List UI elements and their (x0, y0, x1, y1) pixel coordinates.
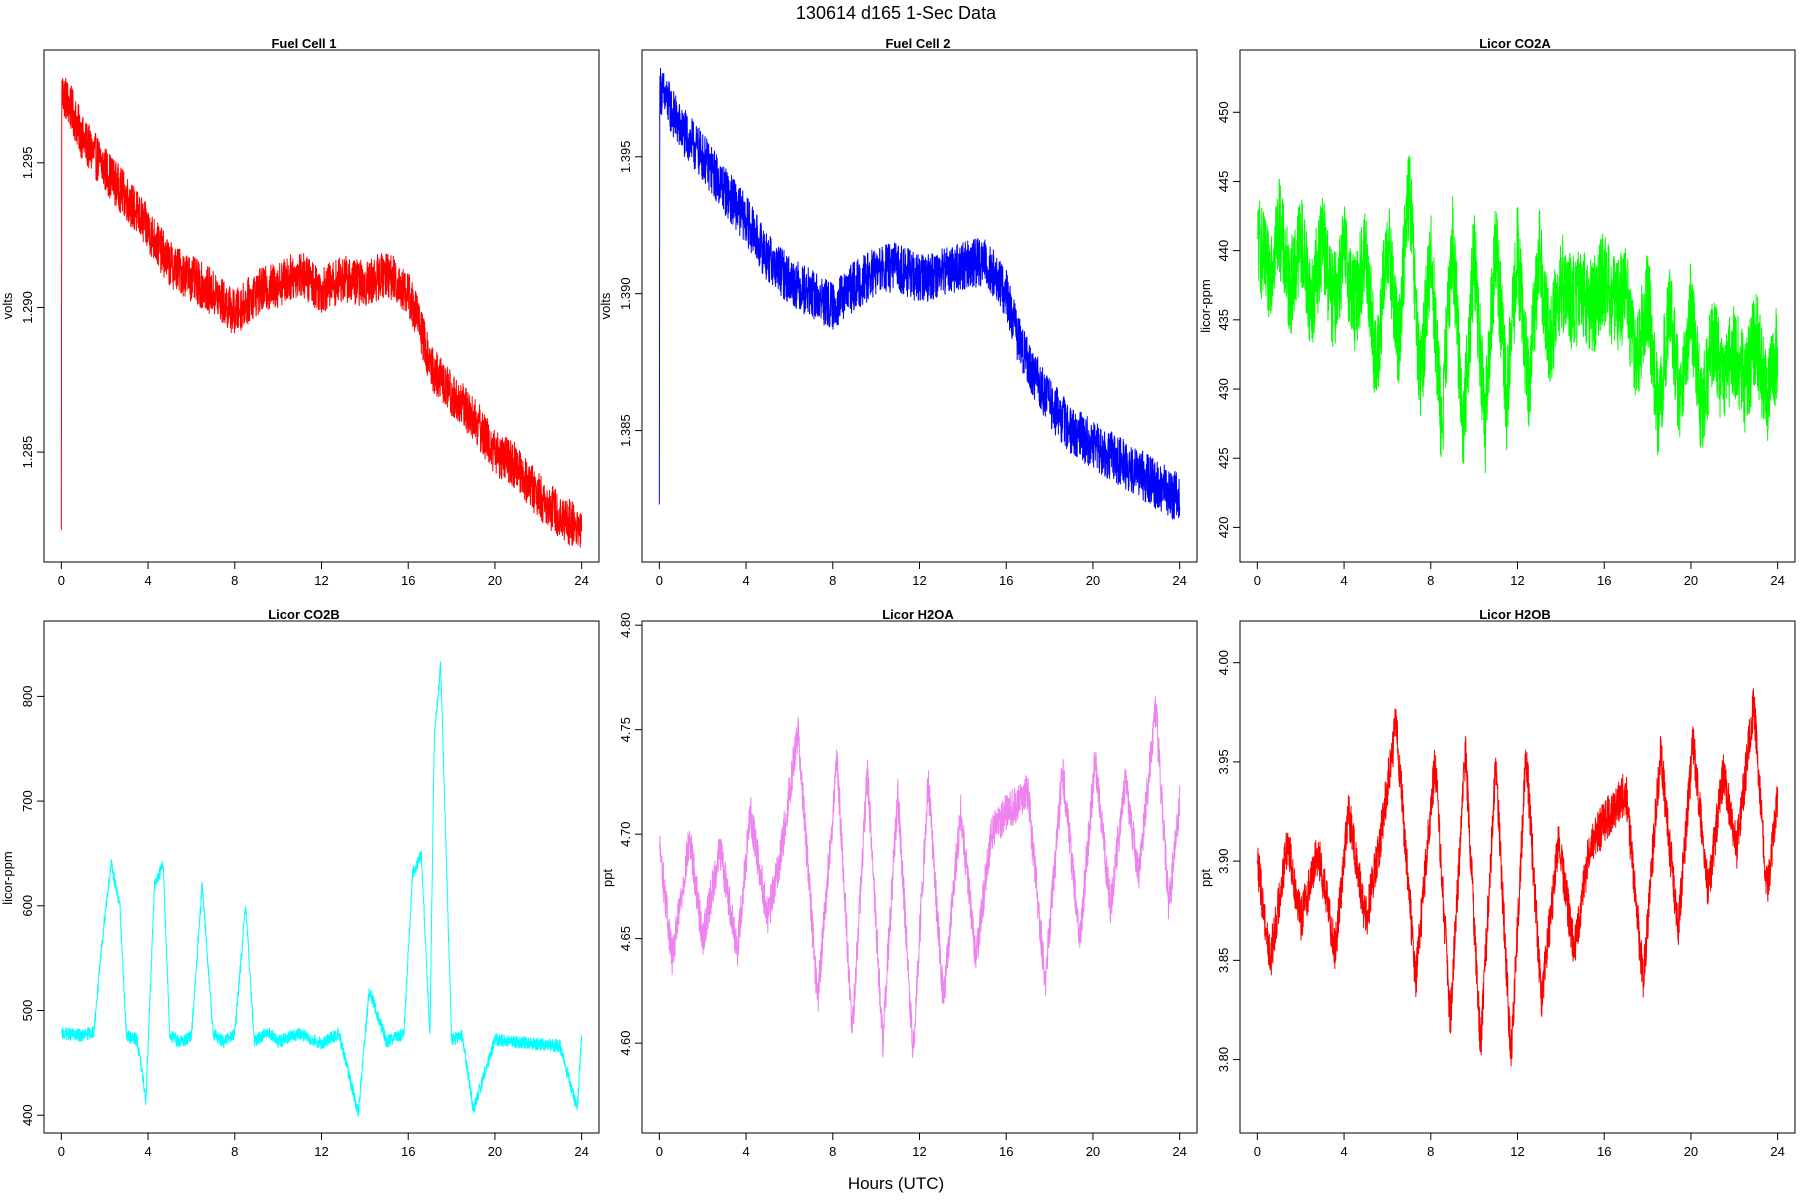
panel-title-licor-co2a: Licor CO2A (1479, 36, 1551, 51)
panel-licor-h2ob: Licor H2OB ppt 0 4 8 12 16 20 24 3.80 3.85 3.90 3.… (1198, 607, 1796, 1159)
ylabel-licor-h2ob: ppt (1198, 869, 1213, 887)
x-tick-label-licor-co2a-0: 0 (1254, 573, 1261, 588)
x-tick-label-licor-co2b-4: 4 (144, 1144, 151, 1159)
y-tick-label-licor-h2oa-3: 4.75 (618, 717, 633, 742)
x-tick-label-fuel-cell-1-16: 16 (401, 573, 415, 588)
figure-title: 130614 d165 1-Sec Data (796, 3, 997, 23)
plot-frame-fuel-cell-2 (641, 49, 1198, 563)
x-tick-label-licor-h2ob-0: 0 (1254, 1144, 1261, 1159)
series-line-fuel-cell-2 (658, 67, 1181, 520)
panel-title-licor-h2ob: Licor H2OB (1479, 607, 1551, 622)
x-tick-label-licor-h2oa-8: 8 (829, 1144, 836, 1159)
y-tick-label-licor-co2b-2: 600 (20, 895, 35, 917)
y-tick-label-licor-h2ob-0: 3.80 (1216, 1047, 1231, 1072)
panel-title-licor-h2oa: Licor H2OA (882, 607, 954, 622)
x-tick-label-licor-h2ob-16: 16 (1597, 1144, 1611, 1159)
y-tick-label-licor-co2a-1: 425 (1216, 447, 1231, 469)
ylabel-fuel-cell-2: volts (598, 292, 613, 319)
x-tick-label-licor-h2ob-8: 8 (1427, 1144, 1434, 1159)
x-tick-label-licor-co2a-8: 8 (1427, 573, 1434, 588)
y-tick-label-licor-h2ob-2: 3.90 (1216, 848, 1231, 873)
x-tick-label-fuel-cell-2-8: 8 (829, 573, 836, 588)
y-tick-label-licor-co2a-4: 440 (1216, 240, 1231, 262)
x-tick-label-licor-co2a-12: 12 (1510, 573, 1524, 588)
x-tick-label-licor-h2oa-12: 12 (912, 1144, 926, 1159)
y-tick-label-licor-h2oa-4: 4.80 (618, 613, 633, 638)
x-tick-label-fuel-cell-2-4: 4 (742, 573, 749, 588)
series-line-licor-h2ob (1256, 688, 1779, 1067)
x-tick-label-licor-co2b-16: 16 (401, 1144, 415, 1159)
y-tick-label-licor-co2b-4: 800 (20, 686, 35, 708)
y-tick-label-licor-co2a-2: 430 (1216, 378, 1231, 400)
x-tick-label-fuel-cell-1-8: 8 (231, 573, 238, 588)
panel-title-fuel-cell-2: Fuel Cell 2 (885, 36, 950, 51)
y-tick-label-licor-co2a-3: 435 (1216, 309, 1231, 331)
x-tick-label-licor-co2b-8: 8 (231, 1144, 238, 1159)
y-tick-label-fuel-cell-2-2: 1.395 (618, 141, 633, 174)
x-tick-label-licor-h2ob-4: 4 (1340, 1144, 1347, 1159)
x-tick-label-licor-h2ob-12: 12 (1510, 1144, 1524, 1159)
panel-licor-co2b: Licor CO2B licor-ppm 0 4 8 12 16 20 24 400 500 60… (0, 607, 600, 1159)
y-tick-label-licor-co2a-6: 450 (1216, 101, 1231, 123)
x-tick-label-licor-co2a-20: 20 (1684, 573, 1698, 588)
y-tick-label-licor-co2a-5: 445 (1216, 171, 1231, 193)
y-tick-label-fuel-cell-1-1: 1.290 (20, 291, 35, 324)
y-tick-label-fuel-cell-2-1: 1.390 (618, 277, 633, 310)
y-tick-label-licor-co2a-0: 420 (1216, 517, 1231, 539)
x-tick-label-licor-co2a-24: 24 (1770, 573, 1784, 588)
x-tick-label-licor-h2ob-20: 20 (1684, 1144, 1698, 1159)
y-tick-label-licor-h2oa-0: 4.60 (618, 1030, 633, 1055)
x-tick-label-licor-co2b-24: 24 (574, 1144, 588, 1159)
series-line-licor-co2a (1256, 155, 1779, 474)
y-tick-label-licor-co2b-0: 400 (20, 1104, 35, 1126)
x-tick-label-licor-h2oa-4: 4 (742, 1144, 749, 1159)
panel-title-licor-co2b: Licor CO2B (268, 607, 340, 622)
x-tick-label-fuel-cell-2-12: 12 (912, 573, 926, 588)
x-tick-label-fuel-cell-1-12: 12 (314, 573, 328, 588)
y-tick-label-licor-h2ob-1: 3.85 (1216, 948, 1231, 973)
y-tick-label-licor-co2b-3: 700 (20, 790, 35, 812)
x-tick-label-licor-co2b-12: 12 (314, 1144, 328, 1159)
panel-fuel-cell-1: Fuel Cell 1 volts 0 4 8 12 16 20 24 1.285 1.290 1… (0, 36, 600, 588)
figure-xlabel: Hours (UTC) (848, 1174, 944, 1193)
y-tick-label-fuel-cell-1-0: 1.285 (20, 436, 35, 469)
y-tick-label-licor-h2ob-3: 3.95 (1216, 749, 1231, 774)
x-tick-label-fuel-cell-2-16: 16 (999, 573, 1013, 588)
panel-title-fuel-cell-1: Fuel Cell 1 (271, 36, 336, 51)
x-tick-label-fuel-cell-2-24: 24 (1172, 573, 1186, 588)
panel-licor-co2a: Licor CO2A licor-ppm 0 4 8 12 16 20 24 420 425 43… (1198, 36, 1796, 588)
x-tick-label-fuel-cell-2-20: 20 (1086, 573, 1100, 588)
y-tick-label-fuel-cell-1-2: 1.295 (20, 147, 35, 180)
x-tick-label-fuel-cell-1-20: 20 (488, 573, 502, 588)
y-tick-label-licor-co2b-1: 500 (20, 1000, 35, 1022)
ylabel-licor-co2a: licor-ppm (1198, 279, 1213, 332)
x-tick-label-licor-h2oa-0: 0 (656, 1144, 663, 1159)
x-tick-label-licor-h2ob-24: 24 (1770, 1144, 1784, 1159)
series-line-licor-h2oa (658, 696, 1181, 1058)
x-tick-label-licor-h2oa-24: 24 (1172, 1144, 1186, 1159)
x-tick-label-licor-co2a-4: 4 (1340, 573, 1347, 588)
series-line-fuel-cell-1 (60, 77, 583, 548)
y-tick-label-fuel-cell-2-0: 1.385 (618, 414, 633, 447)
ylabel-fuel-cell-1: volts (0, 292, 15, 319)
panel-fuel-cell-2: Fuel Cell 2 volts 0 4 8 12 16 20 24 1.385 1.390 1… (598, 36, 1198, 588)
x-tick-label-fuel-cell-2-0: 0 (656, 573, 663, 588)
series-line-licor-co2b (61, 661, 583, 1118)
x-tick-label-licor-co2b-0: 0 (58, 1144, 65, 1159)
x-tick-label-licor-co2b-20: 20 (488, 1144, 502, 1159)
y-tick-label-licor-h2ob-4: 4.00 (1216, 650, 1231, 675)
panel-licor-h2oa: Licor H2OA ppt 0 4 8 12 16 20 24 4.60 4.65 4.70 4.… (600, 607, 1198, 1159)
ylabel-licor-co2b: licor-ppm (0, 851, 15, 904)
x-tick-label-licor-h2oa-16: 16 (999, 1144, 1013, 1159)
x-tick-label-licor-h2oa-20: 20 (1086, 1144, 1100, 1159)
x-tick-label-fuel-cell-1-24: 24 (574, 573, 588, 588)
y-tick-label-licor-h2oa-1: 4.65 (618, 926, 633, 951)
x-tick-label-fuel-cell-1-4: 4 (144, 573, 151, 588)
ylabel-licor-h2oa: ppt (600, 869, 615, 887)
x-tick-label-fuel-cell-1-0: 0 (58, 573, 65, 588)
x-tick-label-licor-co2a-16: 16 (1597, 573, 1611, 588)
y-tick-label-licor-h2oa-2: 4.70 (618, 822, 633, 847)
plot-frame-licor-co2b (43, 620, 600, 1134)
